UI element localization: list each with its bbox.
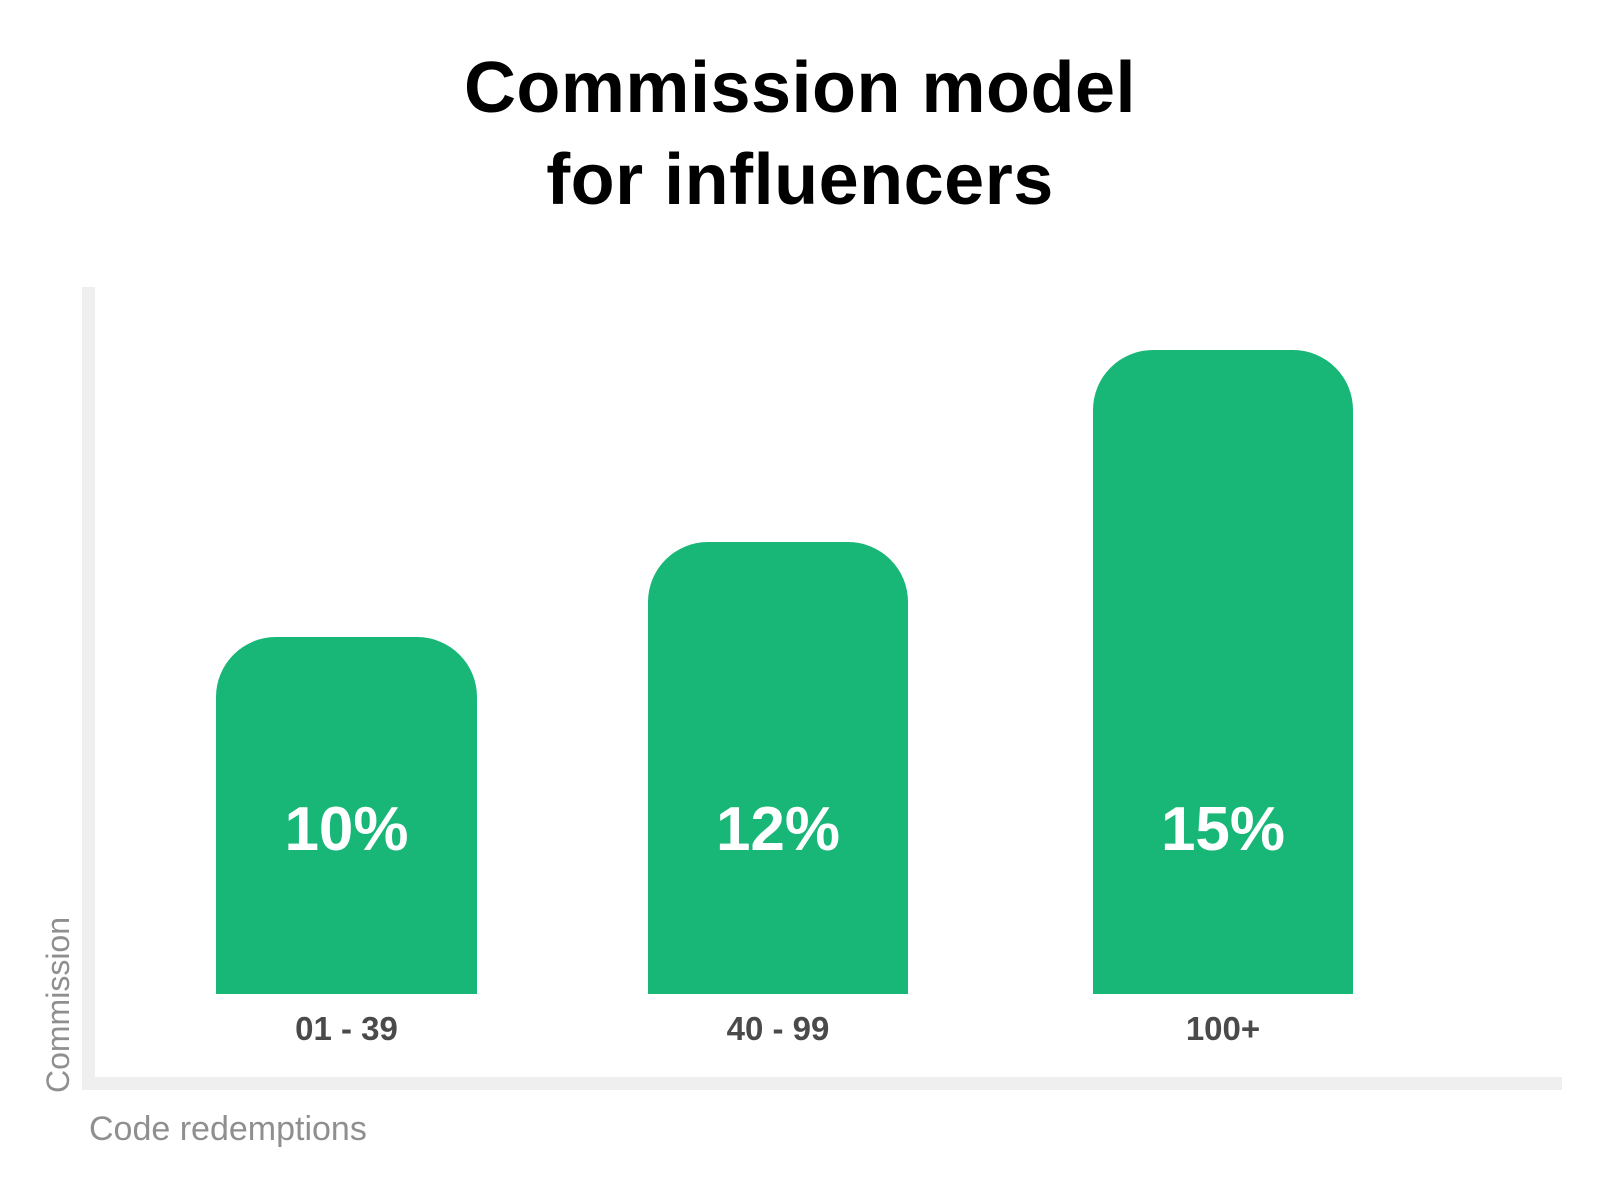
bar-value-label: 10%	[284, 795, 409, 864]
bar-value-label: 12%	[715, 795, 841, 864]
x-tick-label: 100+	[1185, 1010, 1261, 1047]
bar-40-99: 12%	[648, 542, 908, 994]
x-tick-label: 01 - 39	[295, 1010, 398, 1047]
chart-title-line-1: Commission model	[463, 48, 1137, 128]
x-tick-label: 40 - 99	[726, 1010, 830, 1047]
y-axis-line	[82, 287, 95, 1090]
bar-100-plus: 15%	[1093, 350, 1353, 994]
x-axis-label: Code redemptions	[89, 1110, 367, 1148]
chart-title-line-2: for influencers	[546, 140, 1054, 220]
y-axis-label: Commission	[40, 916, 76, 1093]
bar-value-label: 15%	[1160, 795, 1286, 864]
chart-title: Commission model for influencers	[0, 42, 1600, 226]
x-axis-line	[82, 1077, 1562, 1090]
bar-01-39: 10%	[216, 637, 477, 994]
